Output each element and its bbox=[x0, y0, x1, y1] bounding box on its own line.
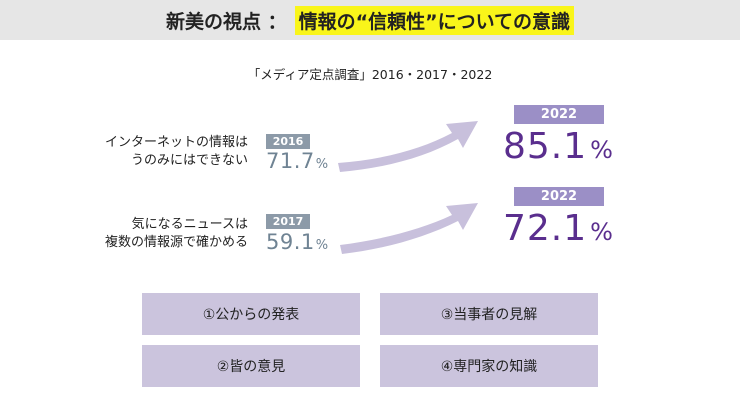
source-box-party-view: ③当事者の見解 bbox=[380, 293, 598, 335]
header-bar: 新美の視点 ： 情報の“信頼性”についての意識 bbox=[0, 0, 740, 40]
old-value-number: 59.1 bbox=[266, 230, 315, 254]
source-box-expert-knowledge: ④専門家の知識 bbox=[380, 345, 598, 387]
old-year-badge: 2016 bbox=[266, 134, 310, 149]
title-highlight: 情報の“信頼性”についての意識 bbox=[294, 5, 575, 35]
title-lead: 新美の視点 ： bbox=[165, 10, 287, 33]
survey-title: 「メディア定点調査」2016・2017・2022 bbox=[247, 67, 493, 82]
old-value: 59.1% bbox=[266, 230, 329, 254]
new-value-number: 85.1 bbox=[503, 126, 588, 167]
old-year-badge: 2017 bbox=[266, 214, 310, 229]
row-label-line: うのみにはできない bbox=[130, 153, 248, 168]
source-box-public-announcement: ①公からの発表 bbox=[142, 293, 360, 335]
new-value: 72.1% bbox=[503, 208, 614, 249]
new-value-unit: % bbox=[590, 136, 614, 164]
row-label-line: 気になるニュースは bbox=[131, 217, 248, 232]
source-box-public-opinion: ②皆の意見 bbox=[142, 345, 360, 387]
new-value-unit: % bbox=[590, 218, 614, 246]
row-label-line: 複数の情報源で確かめる bbox=[104, 235, 248, 250]
row-label-news: 気になるニュースは 複数の情報源で確かめる bbox=[38, 216, 248, 252]
old-value-unit: % bbox=[315, 238, 329, 253]
row-label-internet: インターネットの情報は うのみにはできない bbox=[38, 134, 248, 170]
old-value-unit: % bbox=[315, 157, 329, 172]
trend-arrow-1 bbox=[338, 121, 478, 172]
row-label-line: インターネットの情報は bbox=[104, 135, 248, 150]
new-year-badge: 2022 bbox=[514, 187, 604, 206]
new-value: 85.1% bbox=[503, 126, 614, 167]
old-value-number: 71.7 bbox=[266, 149, 315, 173]
new-year-badge: 2022 bbox=[514, 105, 604, 124]
new-value-number: 72.1 bbox=[503, 208, 588, 249]
old-value: 71.7% bbox=[266, 149, 329, 173]
trend-arrow-2 bbox=[340, 203, 478, 254]
page-title: 新美の視点 ： 情報の“信頼性”についての意識 bbox=[165, 5, 575, 35]
